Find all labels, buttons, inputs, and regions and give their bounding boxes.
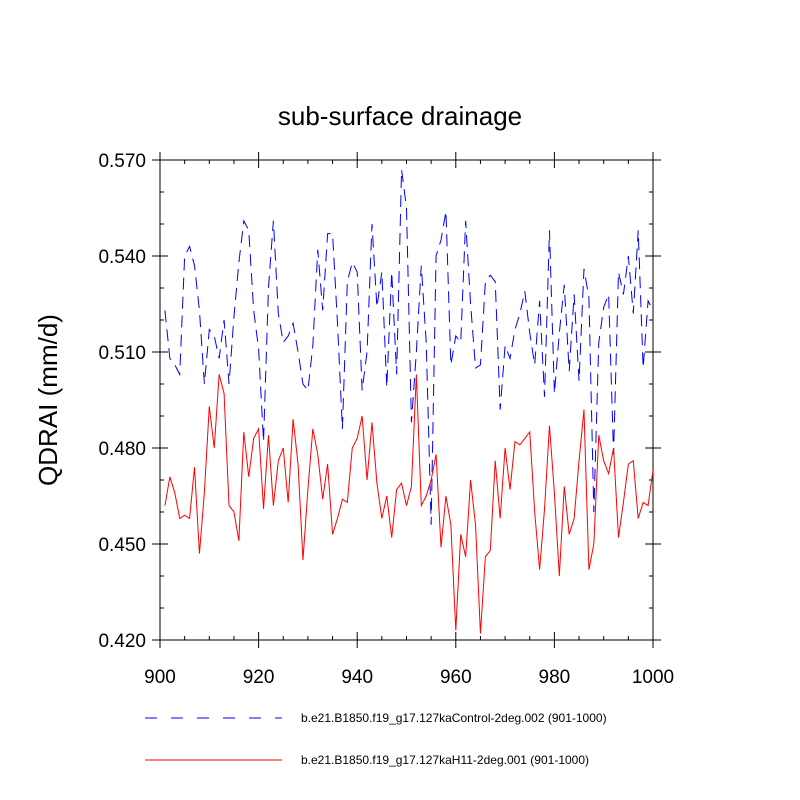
legend-label-1: b.e21.B1850.f19_g17.127kaControl-2deg.00… xyxy=(301,711,607,725)
axis-ticks: 900 920 940 960 980 1000 0.420 0.450 0.480 0.510 0… xyxy=(98,151,674,688)
chart-title: sub-surface drainage xyxy=(278,101,522,131)
legend-label-2: b.e21.B1850.f19_g17.127kaH11-2deg.001 (9… xyxy=(301,753,589,767)
plot-frame xyxy=(159,159,654,641)
x-tick-label: 1000 xyxy=(632,667,674,688)
x-tick-label: 900 xyxy=(144,667,176,688)
y-tick-label: 0.510 xyxy=(98,343,146,364)
series-line-1 xyxy=(164,169,654,525)
y-axis-label: QDRAI (mm/d) xyxy=(33,314,63,486)
y-tick-label: 0.450 xyxy=(98,535,146,556)
x-tick-label: 960 xyxy=(440,667,472,688)
y-tick-label: 0.480 xyxy=(98,439,146,460)
x-tick-label: 940 xyxy=(341,667,373,688)
y-tick-label: 0.540 xyxy=(98,247,146,268)
y-tick-label: 0.420 xyxy=(98,631,146,652)
legend: b.e21.B1850.f19_g17.127kaControl-2deg.00… xyxy=(145,711,607,767)
data-series xyxy=(164,169,654,634)
x-tick-label: 980 xyxy=(539,667,571,688)
series-line-2 xyxy=(164,374,654,634)
x-tick-label: 920 xyxy=(243,667,275,688)
y-tick-label: 0.570 xyxy=(98,151,146,172)
